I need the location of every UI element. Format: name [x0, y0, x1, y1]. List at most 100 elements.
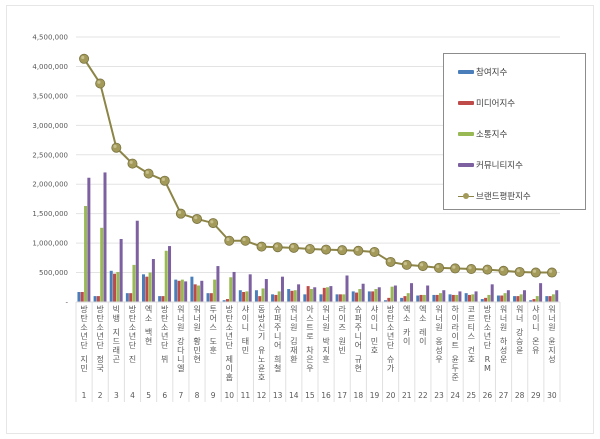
x-category-char: 년 [97, 331, 104, 341]
x-rank-label: 21 [402, 391, 412, 400]
x-category-char: 뷔 [161, 355, 168, 364]
bar [242, 291, 246, 302]
x-category-char: 단 [80, 340, 88, 350]
line-point-marker [337, 245, 348, 256]
bar [287, 289, 291, 302]
x-category-char: 소 [161, 323, 168, 332]
bar [119, 238, 123, 302]
bar [132, 264, 136, 302]
x-rank-label: 6 [162, 391, 167, 400]
x-category-char: 호 [371, 346, 378, 355]
x-category-char: 방 [387, 304, 395, 314]
x-category-char: 강 [177, 336, 185, 346]
x-category-char: 워 [516, 305, 523, 314]
line-point-marker [127, 158, 138, 169]
x-category-char: 곤 [113, 355, 120, 364]
x-category-char: 이 [451, 313, 458, 323]
x-category-char: 준 [451, 373, 458, 382]
x-category-char: 라 [339, 305, 347, 314]
legend-item-community: 커뮤니티지수 [458, 159, 523, 171]
bar [516, 296, 520, 302]
bar [326, 287, 330, 302]
bar [474, 291, 478, 302]
x-rank-label: 30 [547, 391, 557, 400]
line-point-marker [175, 208, 186, 219]
bar [258, 296, 262, 302]
x-category-char: 정 [97, 354, 104, 364]
bar [84, 206, 88, 302]
bar [277, 291, 281, 302]
bar [467, 294, 471, 302]
line-point-marker [450, 263, 461, 274]
bar [548, 296, 552, 302]
x-rank-label: 2 [98, 391, 103, 400]
x-category-char: 원 [548, 323, 555, 332]
legend-label: 미디어지수 [476, 99, 516, 109]
x-category-char: 승 [516, 337, 523, 346]
x-category-char: 현 [145, 337, 152, 346]
x-category-char: 방 [226, 304, 234, 314]
x-category-char: 호 [258, 373, 265, 382]
x-category-char: 호 [468, 355, 475, 364]
line-point-marker [288, 242, 299, 253]
x-category-char: 동 [258, 305, 265, 314]
x-category-char: 워 [435, 305, 442, 314]
x-category-char: 민 [193, 345, 200, 355]
bar [532, 299, 536, 302]
bar [164, 250, 168, 302]
x-category-char: 아 [306, 304, 314, 314]
x-category-char: 워 [193, 305, 200, 314]
bar [297, 284, 301, 302]
x-category-char: 민 [80, 363, 87, 373]
legend-label: 브랜드평판지수 [476, 192, 531, 202]
bar [338, 294, 342, 302]
x-category-char: 탄 [129, 313, 137, 323]
x-category-char: 너 [177, 313, 184, 323]
x-category-char: 이 [419, 336, 426, 346]
x-category-char: 현 [355, 364, 362, 373]
x-category-char: 년 [129, 331, 136, 341]
bar [274, 294, 278, 302]
legend-item-brand-reputation: 브랜드평판지수 [458, 190, 531, 202]
y-tick-label: 1,500,000 [32, 210, 68, 218]
x-category-char: 우 [306, 364, 313, 373]
x-category-char: 어 [274, 340, 281, 350]
x-rank-label: 28 [515, 391, 525, 400]
bar [490, 284, 494, 302]
x-category-char: 너 [290, 313, 297, 323]
x-category-char: 퍼 [274, 314, 281, 323]
bar [306, 286, 310, 302]
line-point-marker [143, 168, 154, 179]
x-category-char: 원 [339, 337, 346, 346]
x-category-char: 트 [451, 341, 458, 350]
bar [161, 296, 165, 302]
x-category-char: 로 [306, 332, 313, 341]
x-category-char: 라 [451, 323, 459, 332]
bar [522, 290, 526, 302]
bar [190, 276, 194, 302]
x-category-char: 소 [387, 323, 394, 332]
bar [87, 177, 91, 302]
x-rank-label: 1 [82, 391, 87, 400]
x-rank-label: 11 [241, 391, 251, 400]
x-category-char: 원 [500, 323, 507, 332]
legend-label: 커뮤니티지수 [476, 161, 523, 171]
line-point-marker [304, 243, 315, 254]
legend-swatch-participation [458, 70, 474, 74]
x-category-char: 워 [500, 305, 507, 314]
x-category-char: 방 [80, 304, 88, 314]
legend-item-communication: 소통지수 [458, 128, 507, 140]
bar [245, 291, 249, 302]
x-category-char: 워 [322, 305, 329, 314]
x-category-char: 래 [113, 346, 120, 355]
x-axis: 방탄소년단지민1방탄소년단정국2빅뱅지드래곤3방탄소년단진4엑소백현5방탄소년단… [75, 301, 561, 402]
x-category-char: 단 [226, 340, 234, 350]
x-category-char: 이 [403, 336, 410, 346]
bar [377, 287, 381, 302]
x-category-char: 탄 [80, 313, 88, 323]
bar [435, 294, 439, 302]
x-category-char: 투 [209, 305, 216, 314]
bar [539, 283, 543, 302]
bar [177, 280, 181, 302]
bar [303, 294, 307, 302]
